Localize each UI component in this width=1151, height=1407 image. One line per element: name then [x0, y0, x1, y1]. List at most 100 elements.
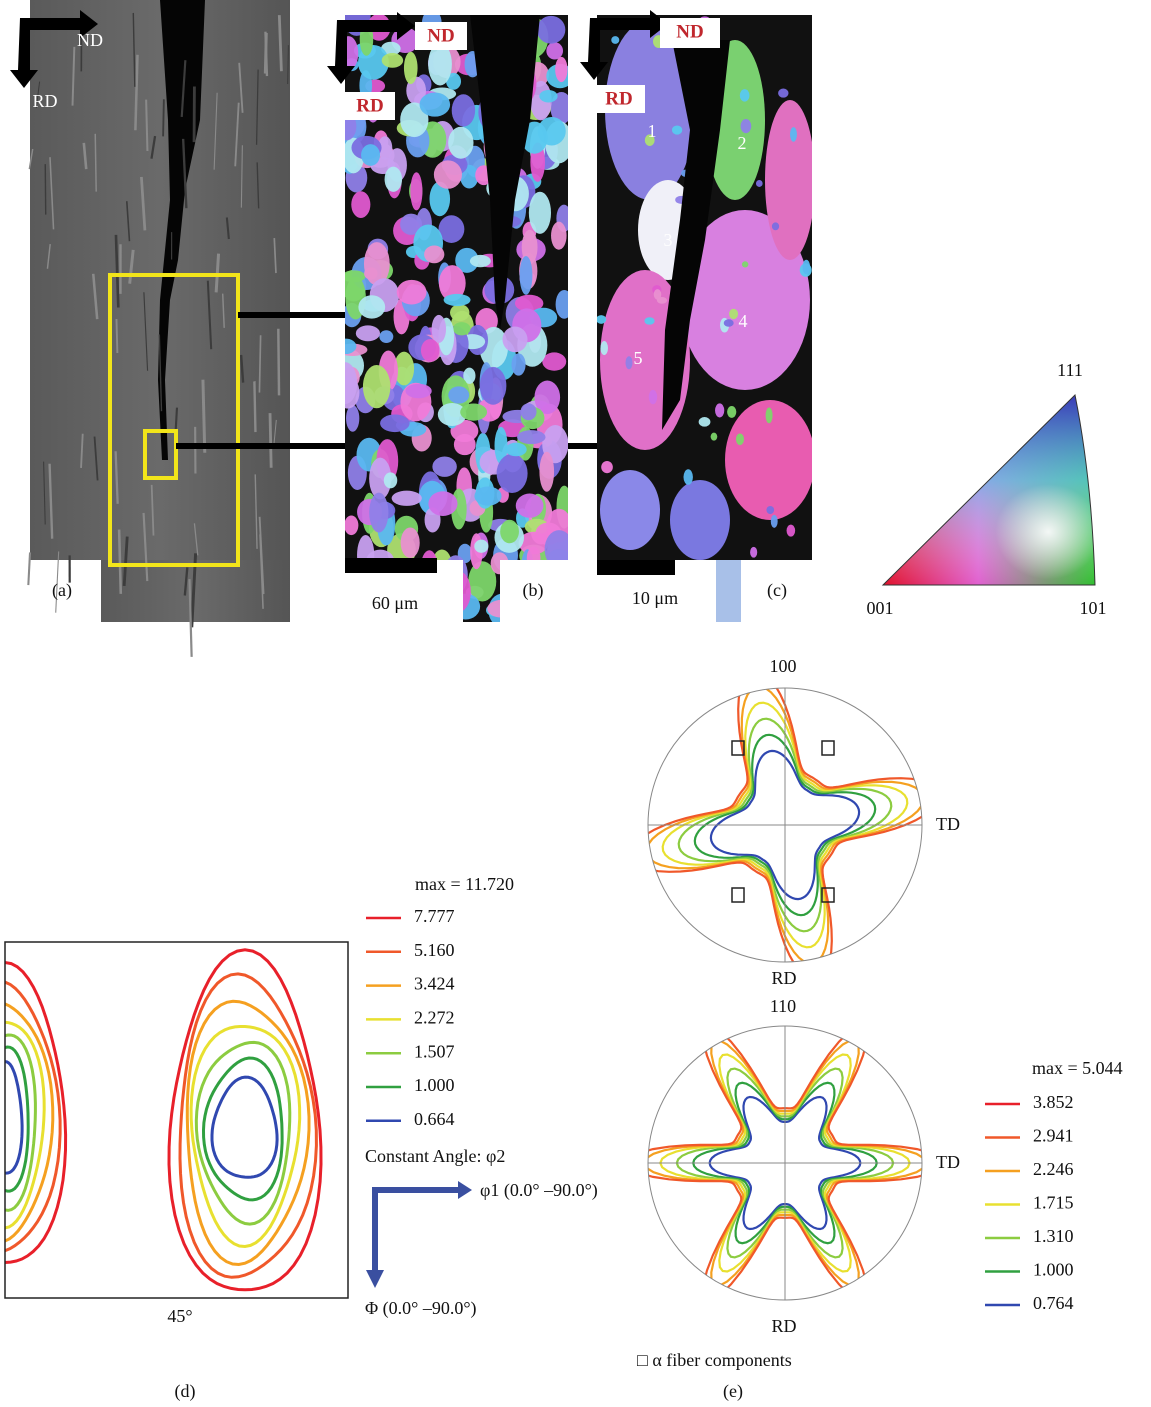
pole-label: RD — [771, 1316, 796, 1336]
grain — [346, 405, 359, 432]
grain — [511, 353, 525, 375]
grain — [500, 520, 519, 544]
grain — [344, 515, 358, 535]
legend-value: 1.507 — [414, 1041, 455, 1061]
nd-label: ND — [427, 25, 454, 46]
legend-value: 3.852 — [1033, 1092, 1074, 1112]
map-strip — [716, 560, 741, 622]
grain — [505, 443, 526, 457]
grain — [537, 16, 566, 44]
grain — [410, 172, 422, 210]
grain — [404, 52, 418, 84]
grain — [539, 452, 554, 492]
grain — [724, 319, 734, 327]
streak — [270, 413, 271, 468]
grain — [556, 290, 573, 319]
grain — [600, 341, 608, 355]
grain — [625, 356, 632, 369]
grain — [787, 525, 796, 537]
grain — [470, 255, 491, 267]
grain-number: 3 — [664, 230, 673, 250]
legend-title: max = 5.044 — [1032, 1058, 1123, 1078]
rd-label: RD — [32, 91, 57, 111]
legend-value: 2.272 — [414, 1008, 455, 1028]
grain — [611, 36, 619, 44]
grain — [715, 403, 724, 417]
grain-number: 5 — [634, 348, 643, 368]
grain — [397, 280, 427, 305]
grain — [444, 294, 471, 306]
ipf-label: 001 — [867, 598, 894, 618]
pole-label: 110 — [770, 996, 796, 1016]
grain — [445, 571, 471, 613]
grain — [513, 599, 537, 630]
grain — [765, 100, 815, 260]
grain — [560, 605, 576, 631]
scale-bar — [597, 560, 675, 575]
legend-value: 0.764 — [1033, 1293, 1074, 1313]
grain — [458, 544, 472, 564]
constant-angle: Constant Angle: φ2 — [365, 1146, 505, 1166]
legend-value: 0.664 — [414, 1109, 455, 1129]
legend-value: 2.246 — [1033, 1159, 1074, 1179]
grain — [361, 144, 380, 166]
axis-label: Φ (0.0° –90.0°) — [365, 1298, 477, 1319]
legend-value: 5.160 — [414, 940, 455, 960]
grain — [551, 222, 567, 250]
grain — [600, 470, 660, 550]
grain — [382, 53, 403, 68]
grain — [601, 461, 613, 473]
grain — [340, 602, 356, 635]
odf-section — [0, 950, 321, 1290]
grain — [403, 611, 416, 626]
pole-label: RD — [771, 968, 796, 988]
figure: ND RD (a) ND RD 60 μm (b) ND RD 12345 10… — [0, 0, 1151, 1407]
pole-label: TD — [936, 1152, 960, 1172]
grain-number: 4 — [739, 311, 748, 331]
streak — [28, 552, 30, 585]
caption: (a) — [52, 580, 72, 601]
grain — [649, 390, 657, 404]
contour — [0, 1062, 22, 1174]
grain — [369, 493, 388, 533]
rd-label: RD — [605, 88, 632, 109]
grain — [335, 339, 357, 354]
grain — [672, 125, 682, 134]
grain — [358, 295, 385, 318]
grain — [729, 309, 738, 319]
grain — [750, 547, 757, 558]
grain — [424, 578, 452, 621]
grain — [740, 89, 750, 101]
grain — [452, 94, 475, 126]
legend-value: 1.310 — [1033, 1226, 1074, 1246]
grain — [555, 57, 567, 82]
legend-value: 3.424 — [414, 974, 455, 994]
grain — [460, 403, 487, 420]
grain — [385, 167, 402, 192]
grain — [539, 90, 557, 103]
grain — [384, 472, 397, 488]
grain — [742, 261, 748, 267]
grain — [401, 527, 420, 558]
grain — [554, 593, 568, 625]
grain — [421, 339, 440, 362]
grain — [766, 408, 773, 424]
grain — [596, 315, 606, 324]
nd-label: ND — [676, 21, 703, 42]
grain — [502, 327, 527, 353]
grain — [520, 403, 536, 420]
grain — [520, 256, 533, 295]
legend-value: 1.000 — [1033, 1260, 1074, 1280]
grain — [683, 469, 692, 484]
streak — [119, 530, 121, 594]
grain — [474, 487, 501, 506]
streak — [203, 380, 205, 453]
fiber-marker — [822, 741, 834, 755]
streak — [259, 335, 260, 392]
grain — [529, 192, 551, 234]
grain — [766, 506, 774, 514]
grain — [453, 322, 470, 335]
grain — [545, 530, 574, 568]
grain — [727, 406, 736, 418]
plot-frame — [5, 942, 348, 1298]
